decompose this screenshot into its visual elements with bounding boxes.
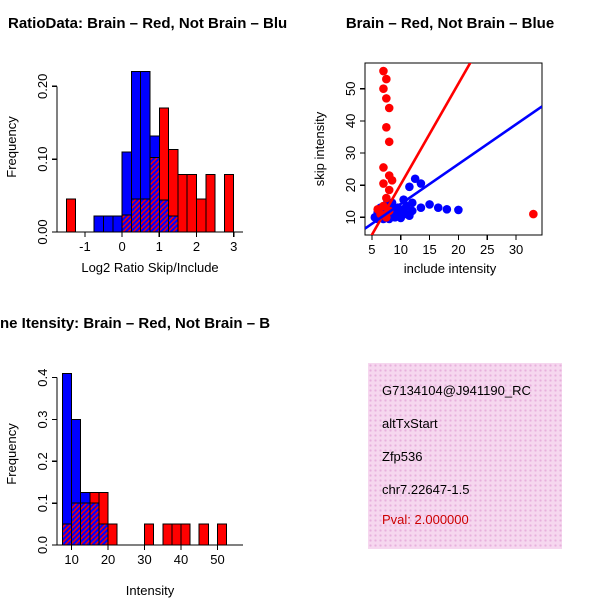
gene-info-box: G7134104@J941190_RC altTxStart Zfp536 ch… — [368, 363, 562, 549]
svg-text:0: 0 — [118, 239, 125, 254]
gene-id-text: G7134104@J941190_RC — [382, 383, 531, 398]
pval-text: Pval: 2.000000 — [382, 512, 469, 527]
svg-text:10: 10 — [64, 552, 78, 567]
svg-text:30: 30 — [137, 552, 151, 567]
svg-text:0.00: 0.00 — [35, 219, 50, 244]
svg-text:3: 3 — [230, 239, 237, 254]
svg-text:15: 15 — [422, 242, 436, 257]
ratio-histogram-ylabel: Frequency — [4, 116, 19, 178]
svg-text:0.0: 0.0 — [35, 536, 50, 554]
svg-text:20: 20 — [343, 178, 358, 192]
svg-text:25: 25 — [480, 242, 494, 257]
scatter-plot-canvas: 5 10 15 20 25 30 10 20 30 40 50 — [343, 62, 543, 257]
panel-ratio-histogram: -1 0 1 2 3 0.00 0.10 0.20 RatioData: Brain – Re… — [0, 0, 300, 300]
svg-text:30: 30 — [343, 146, 358, 160]
ratio-histogram-title: RatioData: Brain – Red, Not Brain – Blu — [8, 15, 288, 32]
scatter-xlabel: include intensity — [403, 261, 497, 276]
svg-text:0.1: 0.1 — [35, 494, 50, 512]
svg-text:0.3: 0.3 — [35, 410, 50, 428]
svg-text:30: 30 — [509, 242, 523, 257]
svg-text:50: 50 — [343, 81, 358, 95]
svg-text:0.20: 0.20 — [35, 74, 50, 99]
panel-gene-intensity-histogram: 10 20 30 40 50 0.0 0.1 0.2 0.3 0.4 ne Itensity: B… — [0, 300, 300, 600]
svg-text:50: 50 — [210, 552, 224, 567]
ratio-histogram-canvas: -1 0 1 2 3 0.00 0.10 0.20 — [35, 71, 243, 254]
svg-text:40: 40 — [343, 114, 358, 128]
svg-text:0.2: 0.2 — [35, 452, 50, 470]
intensity-histogram-ylabel: Frequency — [4, 423, 19, 485]
scatter-title: Brain – Red, Not Brain – Blue — [345, 15, 555, 32]
svg-text:10: 10 — [343, 210, 358, 224]
svg-text:10: 10 — [394, 242, 408, 257]
svg-text:2: 2 — [193, 239, 200, 254]
panel-intensity-scatter: 5 10 15 20 25 30 10 20 30 40 50 Brain – Red, Not B… — [300, 0, 600, 300]
intensity-histogram-xlabel: Intensity — [125, 583, 175, 598]
intensity-histogram-title: ne Itensity: Brain – Red, Not Brain – B — [0, 315, 271, 332]
ratio-histogram-xlabel: Log2 Ratio Skip/Include — [81, 260, 219, 275]
event-type-text: altTxStart — [382, 416, 438, 431]
svg-text:40: 40 — [174, 552, 188, 567]
panel-gene-info: G7134104@J941190_RC altTxStart Zfp536 ch… — [300, 300, 600, 600]
gene-symbol-text: Zfp536 — [382, 449, 423, 464]
intensity-histogram-canvas: 10 20 30 40 50 0.0 0.1 0.2 0.3 0.4 — [35, 369, 243, 567]
svg-text:0.10: 0.10 — [35, 146, 50, 171]
scatter-ylabel: skip intensity — [312, 111, 327, 187]
svg-text:-1: -1 — [79, 239, 91, 254]
svg-text:20: 20 — [101, 552, 115, 567]
svg-text:5: 5 — [368, 242, 375, 257]
svg-text:0.4: 0.4 — [35, 369, 50, 387]
svg-text:1: 1 — [156, 239, 163, 254]
genomic-location-text: chr7.22647-1.5 — [382, 482, 470, 497]
svg-text:20: 20 — [451, 242, 465, 257]
